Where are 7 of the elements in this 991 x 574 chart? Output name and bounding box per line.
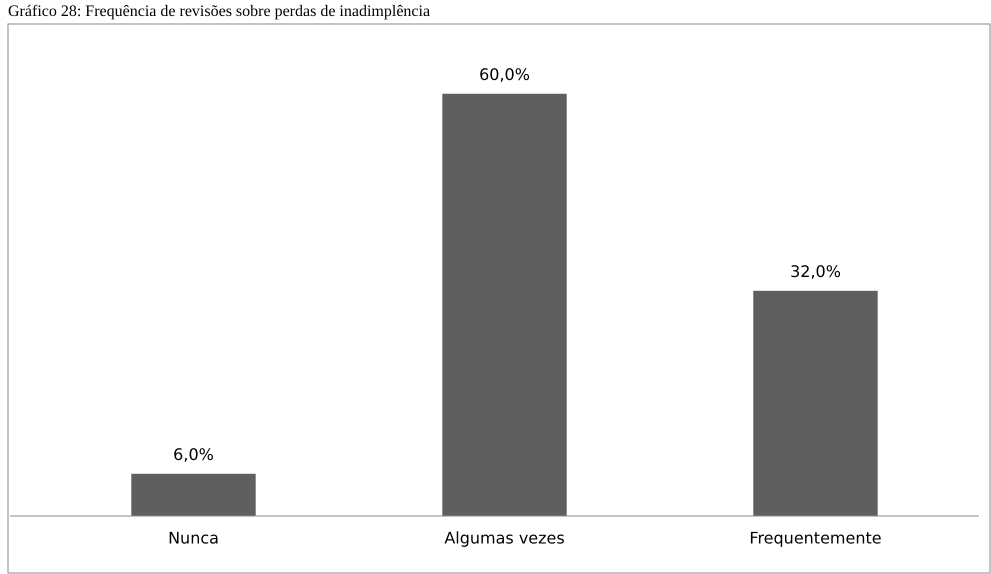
data-label: 32,0%: [790, 262, 841, 281]
data-label: 60,0%: [479, 64, 530, 84]
x-tick-label: Frequentemente: [749, 528, 882, 548]
x-tick-label: Nunca: [168, 528, 219, 548]
data-label: 6,0%: [173, 444, 214, 464]
chart-title: Gráfico 28: Frequência de revisões sobre perdas de inadimplência: [8, 3, 430, 20]
x-tick-label: Algumas vezes: [444, 528, 565, 548]
